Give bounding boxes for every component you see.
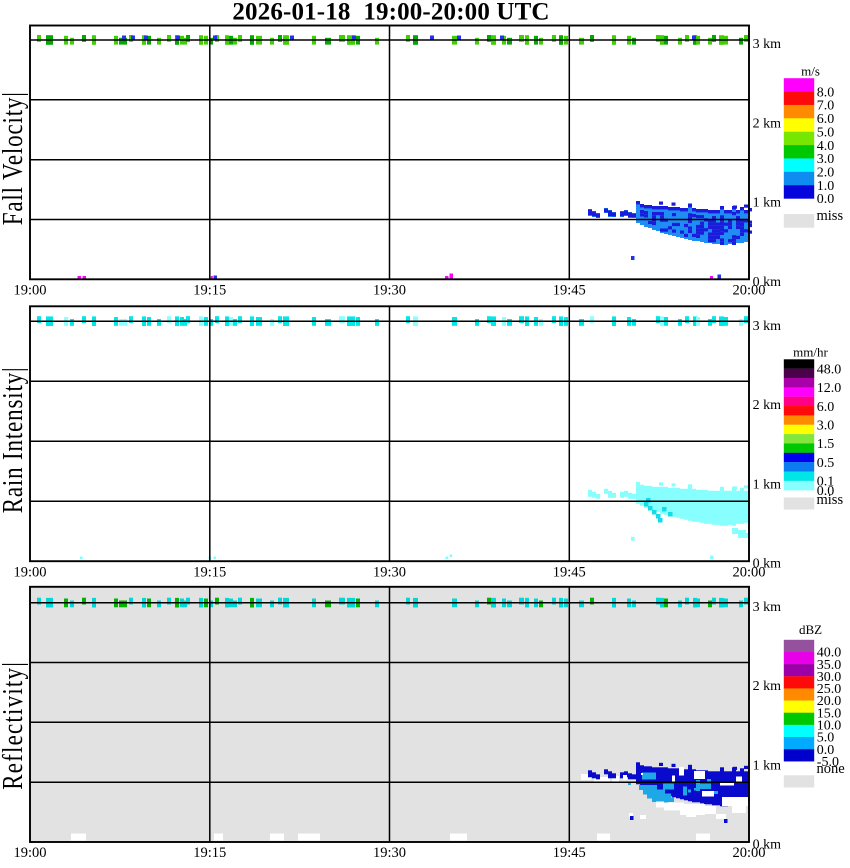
svg-text:none: none bbox=[817, 761, 845, 777]
svg-text:19:30: 19:30 bbox=[373, 845, 406, 861]
svg-text:3 km: 3 km bbox=[753, 319, 782, 334]
svg-text:19:00: 19:00 bbox=[13, 564, 46, 580]
svg-text:19:15: 19:15 bbox=[193, 283, 226, 299]
svg-text:40.0: 40.0 bbox=[817, 646, 842, 661]
svg-text:35.0: 35.0 bbox=[817, 658, 842, 673]
svg-text:1.0: 1.0 bbox=[817, 179, 835, 194]
svg-text:2 km: 2 km bbox=[753, 116, 782, 131]
svg-text:2026-01-18 19:00-20:00 UTC: 2026-01-18 19:00-20:00 UTC bbox=[232, 0, 549, 26]
svg-text:0.1: 0.1 bbox=[817, 475, 835, 490]
svg-text:3 km: 3 km bbox=[753, 600, 782, 615]
svg-text:0.0: 0.0 bbox=[817, 484, 835, 499]
svg-text:0.5: 0.5 bbox=[817, 456, 835, 471]
svg-text:mm/hr: mm/hr bbox=[793, 344, 828, 359]
svg-text:2 km: 2 km bbox=[753, 398, 782, 413]
svg-text:19:00: 19:00 bbox=[13, 283, 46, 299]
svg-text:6.0: 6.0 bbox=[817, 112, 835, 127]
svg-text:30.0: 30.0 bbox=[817, 670, 842, 685]
svg-text:3.0: 3.0 bbox=[817, 418, 835, 433]
svg-text:19:45: 19:45 bbox=[553, 283, 586, 299]
svg-text:1 km: 1 km bbox=[753, 196, 782, 211]
svg-text:20:00: 20:00 bbox=[732, 564, 765, 580]
svg-text:7.0: 7.0 bbox=[817, 99, 835, 114]
svg-text:0.0: 0.0 bbox=[817, 192, 835, 207]
svg-text:19:45: 19:45 bbox=[553, 564, 586, 580]
svg-text:1 km: 1 km bbox=[753, 478, 782, 493]
svg-text:miss: miss bbox=[817, 208, 844, 224]
svg-text:dBZ: dBZ bbox=[799, 622, 822, 637]
svg-text:0.0: 0.0 bbox=[817, 743, 835, 758]
svg-text:0 km: 0 km bbox=[753, 275, 782, 290]
svg-text:2.0: 2.0 bbox=[817, 166, 835, 181]
svg-text:12.0: 12.0 bbox=[817, 381, 842, 396]
svg-text:1 km: 1 km bbox=[753, 758, 782, 773]
svg-text:19:30: 19:30 bbox=[373, 283, 406, 299]
svg-text:0 km: 0 km bbox=[753, 557, 782, 572]
svg-text:3 km: 3 km bbox=[753, 37, 782, 52]
svg-text:2 km: 2 km bbox=[753, 679, 782, 694]
svg-text:48.0: 48.0 bbox=[817, 362, 842, 377]
svg-text:miss: miss bbox=[817, 492, 844, 508]
svg-text:5.0: 5.0 bbox=[817, 125, 835, 140]
svg-text:19:15: 19:15 bbox=[193, 564, 226, 580]
svg-text:15.0: 15.0 bbox=[817, 706, 842, 721]
svg-text:19:00: 19:00 bbox=[13, 845, 46, 861]
svg-text:20.0: 20.0 bbox=[817, 694, 842, 709]
svg-text:Reflectivity|: Reflectivity| bbox=[0, 661, 29, 790]
svg-text:8.0: 8.0 bbox=[817, 85, 835, 100]
svg-text:1.5: 1.5 bbox=[817, 437, 835, 452]
svg-text:Rain Intensity|: Rain Intensity| bbox=[0, 367, 29, 514]
svg-text:-5.0: -5.0 bbox=[817, 755, 839, 770]
svg-text:20:00: 20:00 bbox=[732, 845, 765, 861]
svg-text:10.0: 10.0 bbox=[817, 719, 842, 734]
svg-text:19:45: 19:45 bbox=[553, 845, 586, 861]
svg-text:5.0: 5.0 bbox=[817, 731, 835, 746]
svg-text:6.0: 6.0 bbox=[817, 400, 835, 415]
svg-text:0 km: 0 km bbox=[753, 838, 782, 853]
svg-text:25.0: 25.0 bbox=[817, 682, 842, 697]
svg-text:3.0: 3.0 bbox=[817, 152, 835, 167]
svg-text:4.0: 4.0 bbox=[817, 139, 835, 154]
svg-text:20:00: 20:00 bbox=[732, 283, 765, 299]
svg-text:Fall Velocity|: Fall Velocity| bbox=[0, 91, 29, 225]
svg-text:19:30: 19:30 bbox=[373, 564, 406, 580]
svg-text:m/s: m/s bbox=[801, 64, 820, 79]
svg-text:19:15: 19:15 bbox=[193, 845, 226, 861]
